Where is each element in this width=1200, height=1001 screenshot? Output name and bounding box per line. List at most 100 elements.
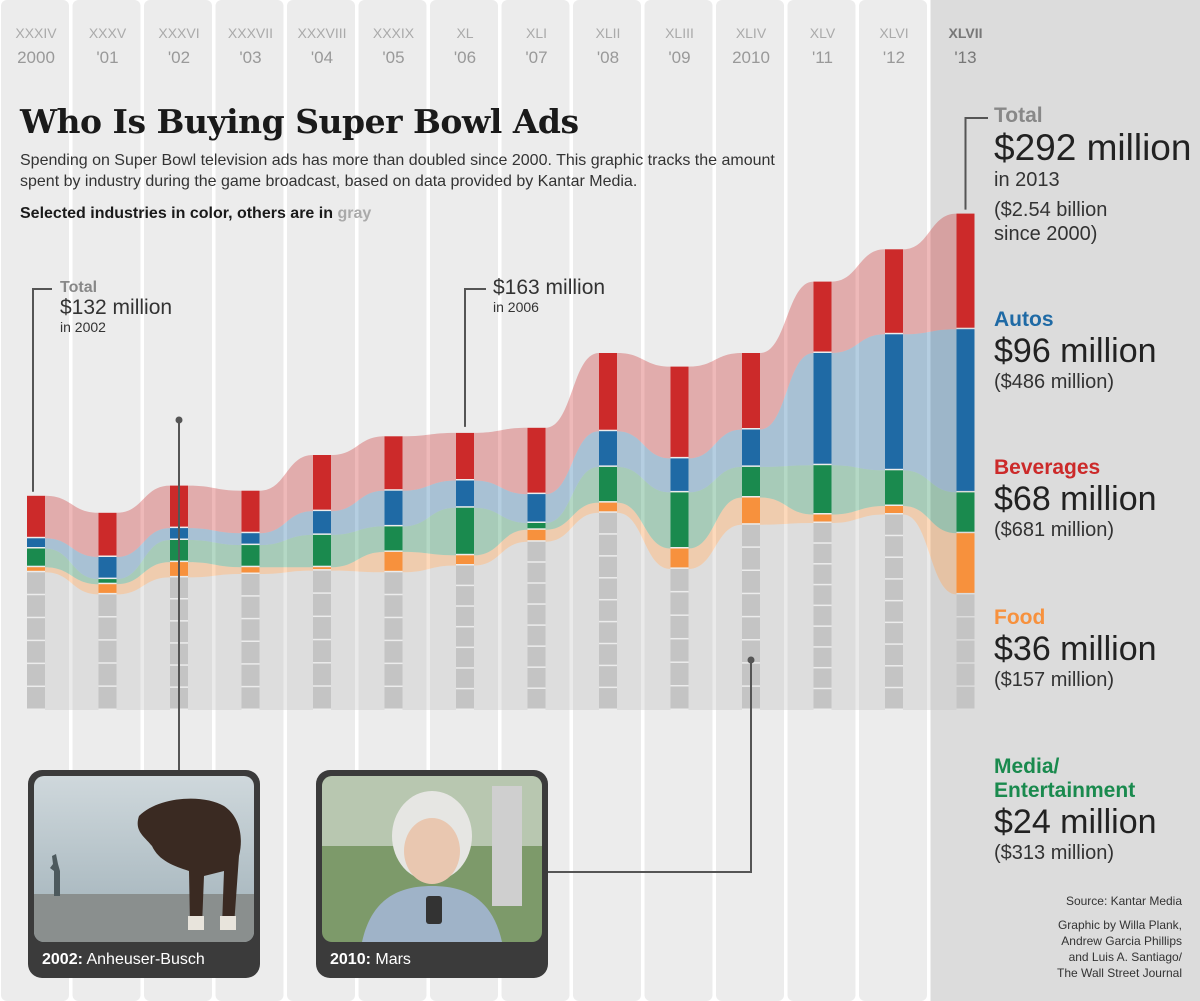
year-band-1 <box>72 0 141 1001</box>
bar-other-11-6 <box>813 647 832 667</box>
flow-other-6 <box>474 541 528 710</box>
flow-media-6 <box>474 507 528 556</box>
bar-other-5-1 <box>384 595 403 617</box>
bar-beverages-7 <box>527 427 546 493</box>
bar-other-6-1 <box>456 586 474 606</box>
bar-other-0-5 <box>27 687 45 709</box>
flow-autos-3 <box>259 511 313 546</box>
bar-other-13-4 <box>956 686 975 709</box>
side-media-label-1: Media/ <box>994 755 1060 778</box>
flow-beverages-4 <box>331 436 385 512</box>
bar-other-1-2 <box>98 640 117 663</box>
flow-other-9 <box>688 524 742 710</box>
bar-other-7-4 <box>527 625 546 646</box>
side-beverages-amount: $68 million <box>994 480 1157 518</box>
bar-food-9 <box>670 548 689 568</box>
side-total-when: in 2013 <box>994 169 1060 191</box>
year-numeral-11: XLV <box>810 25 836 41</box>
bar-other-12-1 <box>885 536 903 557</box>
peak-2006-amount: $163 million <box>493 276 606 299</box>
flow-media-1 <box>116 540 170 585</box>
bar-autos-12 <box>885 334 903 469</box>
bar-other-8-0 <box>599 512 617 534</box>
betty-white-scene-image <box>322 776 542 942</box>
bar-other-0-3 <box>27 641 45 663</box>
bar-other-13-2 <box>956 640 975 663</box>
bar-other-9-2 <box>670 615 689 638</box>
bar-other-11-3 <box>813 585 832 605</box>
side-autos: Autos $96 million ($486 million) <box>994 308 1157 394</box>
bar-other-0-1 <box>27 595 45 617</box>
photo-1-advertiser: Anheuser-Busch <box>86 951 205 968</box>
bar-autos-11 <box>813 353 832 464</box>
year-numeral-1: XXXV <box>89 25 127 41</box>
bar-other-5-4 <box>384 664 403 686</box>
credits-line-1: Graphic by Willa Plank, <box>1057 918 1182 932</box>
bar-other-12-0 <box>885 514 903 535</box>
year-numeral-3: XXXVII <box>228 25 273 41</box>
bar-autos-9 <box>670 458 689 491</box>
side-autos-amount: $96 million <box>994 332 1157 370</box>
bar-other-10-4 <box>742 617 760 640</box>
flow-autos-10 <box>760 353 814 467</box>
bar-other-9-3 <box>670 639 689 662</box>
bar-food-13 <box>956 533 975 593</box>
bar-other-8-6 <box>599 644 617 665</box>
year-numeral-2: XXXVI <box>158 25 199 41</box>
bar-food-12 <box>885 506 903 513</box>
flow-media-9 <box>688 466 742 549</box>
flow-media-8 <box>617 466 671 549</box>
bar-other-4-1 <box>313 593 331 616</box>
flow-other-12 <box>903 514 957 710</box>
bar-other-8-8 <box>599 688 617 709</box>
bar-other-10-2 <box>742 571 760 593</box>
side-total: Total $292 million in 2013 ($2.54 billio… <box>994 104 1191 246</box>
flow-other-3 <box>259 570 313 710</box>
year-label-4: '04 <box>311 48 333 67</box>
bar-food-3 <box>241 567 260 573</box>
side-beverages-cumulative: ($681 million) <box>994 519 1115 541</box>
bar-media-1 <box>98 579 117 583</box>
bar-other-6-6 <box>456 689 474 709</box>
bar-other-0-4 <box>27 664 45 686</box>
chart-subtitle: Spending on Super Bowl television ads ha… <box>20 152 775 190</box>
side-total-amount: $292 million <box>994 127 1192 168</box>
bar-other-9-4 <box>670 662 689 685</box>
bar-autos-13 <box>956 329 975 491</box>
flow-food-12 <box>903 506 957 595</box>
flow-other-11 <box>831 514 885 710</box>
side-total-label: Total <box>994 104 1043 127</box>
bar-other-1-0 <box>98 594 117 617</box>
year-label-13: '13 <box>954 48 976 67</box>
bar-other-12-2 <box>885 557 903 579</box>
bar-beverages-9 <box>670 366 689 457</box>
bar-other-11-8 <box>813 689 832 709</box>
bar-media-6 <box>456 507 474 554</box>
bar-other-5-0 <box>384 572 403 594</box>
color-note-text: Selected industries in color, others are… <box>20 205 338 222</box>
flow-other-7 <box>545 512 599 710</box>
bar-other-11-4 <box>813 606 832 626</box>
bar-beverages-13 <box>956 213 975 328</box>
year-numeral-5: XXXIX <box>373 25 415 41</box>
bar-autos-4 <box>313 511 331 534</box>
bar-other-11-2 <box>813 564 832 584</box>
year-label-2: '02 <box>168 48 190 67</box>
bar-other-4-2 <box>313 617 331 639</box>
bar-autos-6 <box>456 480 474 507</box>
flow-beverages-12 <box>903 213 957 335</box>
bar-other-0-2 <box>27 618 45 640</box>
bar-other-5-2 <box>384 618 403 640</box>
bar-beverages-1 <box>98 512 117 556</box>
bar-other-10-0 <box>742 524 760 547</box>
flow-media-0 <box>45 548 99 585</box>
bar-other-6-0 <box>456 565 474 585</box>
bar-other-1-1 <box>98 617 117 640</box>
bar-beverages-10 <box>742 353 760 428</box>
bar-food-0 <box>27 567 45 571</box>
bar-other-13-3 <box>956 663 975 686</box>
bar-other-4-0 <box>313 570 331 593</box>
flow-other-4 <box>331 570 385 710</box>
peak-2006-when: in 2006 <box>493 299 539 315</box>
